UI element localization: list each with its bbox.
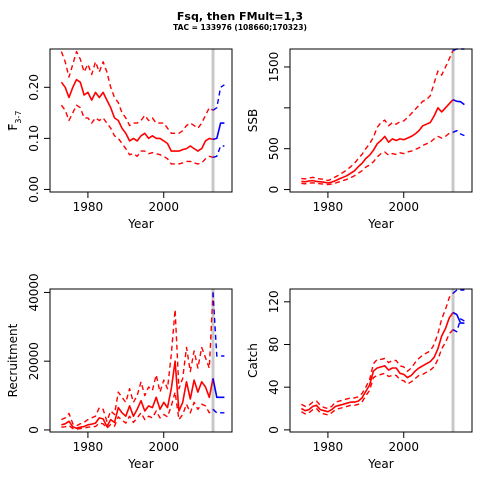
- ssb-series-hist-mid: [301, 99, 454, 184]
- f-series-hist-mid: [60, 78, 214, 152]
- f-x-axis-label: Year: [127, 217, 153, 231]
- catch-series-hist-lower: [301, 329, 454, 416]
- catch-series-hist-upper: [301, 292, 454, 410]
- catch-series-hist-mid: [300, 312, 454, 413]
- recruitment-series-hist-mid: [61, 360, 214, 430]
- panel-ssb: 1980 2000 0 500 1500 Year SSB: [246, 48, 473, 231]
- catch-ytick-label: 120: [267, 290, 281, 313]
- catch-plot-frame: [289, 288, 473, 433]
- catch-series-proj-lower: [452, 318, 465, 333]
- ssb-y-axis-label: SSB: [246, 109, 260, 132]
- recruitment-y-axis-label: Recruitment: [6, 323, 20, 397]
- ssb-xtick-label: 1980: [313, 200, 344, 214]
- recruitment-ytick-label: 20000: [27, 342, 41, 380]
- ssb-series-proj-lower: [452, 129, 465, 137]
- f-ytick-label: 0.20: [27, 74, 41, 101]
- panel-catch: 1980 2000 0 40 80 120 Year Catch: [246, 288, 473, 471]
- ssb-ytick-label: 0: [267, 186, 281, 194]
- catch-ytick-label: 0: [267, 426, 281, 434]
- ssb-plot-frame: [289, 48, 473, 193]
- f-series-proj-upper: [212, 84, 225, 111]
- ssb-series-hist-upper: [301, 50, 454, 182]
- f-ytick-label: 0.10: [27, 125, 41, 152]
- recruitment-series-proj-lower: [212, 408, 225, 414]
- figure-subtitle: TAC = 133976 (108660;170323): [173, 23, 307, 32]
- recruitment-ytick-label: 0: [27, 426, 41, 434]
- f-series-hist-upper: [60, 50, 214, 135]
- catch-xtick-label: 2000: [388, 440, 419, 454]
- recruitment-xtick-label: 2000: [148, 440, 179, 454]
- f-y-axis-label: F3-7: [6, 111, 23, 131]
- f-ytick-label: 0.00: [27, 176, 41, 203]
- recruitment-series-hist-upper: [61, 292, 214, 427]
- ssb-series-proj-mid: [452, 98, 465, 106]
- f-xtick-label: 2000: [148, 200, 179, 214]
- ssb-series-hist-lower: [301, 131, 454, 186]
- recruitment-ytick-label: 40000: [27, 273, 41, 311]
- figure-title: Fsq, then FMult=1,3: [177, 10, 303, 23]
- recruitment-x-axis-label: Year: [127, 457, 153, 471]
- f-plot-frame: [49, 48, 233, 193]
- f-series-proj-mid: [212, 122, 225, 141]
- recruitment-plot-frame: [49, 288, 233, 433]
- ssb-ytick-label: 500: [267, 137, 281, 160]
- ssb-ytick-label: 1500: [267, 52, 281, 83]
- f-series-proj-lower: [212, 145, 225, 158]
- recruitment-series-proj-upper: [212, 292, 225, 357]
- catch-xtick-label: 1980: [313, 440, 344, 454]
- panel-f: 1980 2000 0.00 0.10 0.20 Year F3-7: [6, 48, 233, 231]
- recruitment-series-proj-mid: [212, 378, 225, 399]
- f-xtick-label: 1980: [73, 200, 104, 214]
- ssb-xtick-label: 2000: [388, 200, 419, 214]
- f-series-hist-lower: [60, 104, 214, 165]
- catch-x-axis-label: Year: [367, 457, 393, 471]
- recruitment-series-hist-lower: [61, 391, 214, 430]
- ssb-x-axis-label: Year: [367, 217, 393, 231]
- recruitment-xtick-label: 1980: [73, 440, 104, 454]
- catch-ytick-label: 40: [267, 380, 281, 395]
- catch-ytick-label: 80: [267, 337, 281, 352]
- catch-series-proj-upper: [452, 289, 465, 294]
- catch-y-axis-label: Catch: [246, 343, 260, 378]
- catch-series-proj-mid: [452, 311, 465, 324]
